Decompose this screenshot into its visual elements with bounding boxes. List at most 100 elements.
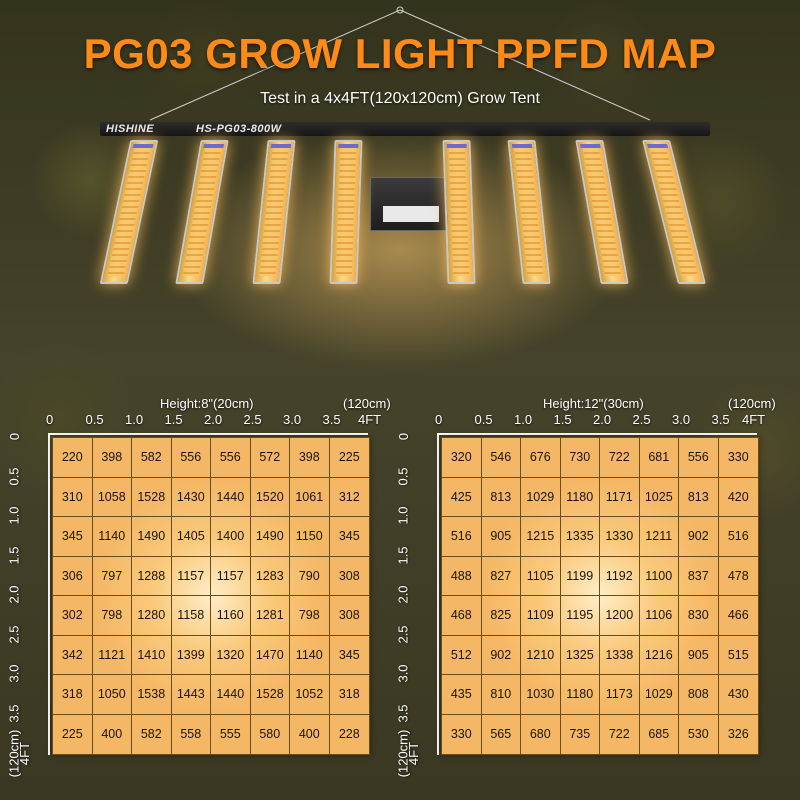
ppfd-cell: 435	[442, 675, 482, 715]
y-tick-label: 2.0	[6, 585, 22, 604]
x-tick-label: 0.5	[474, 412, 493, 427]
map-height-label: Height:12"(30cm)	[543, 396, 644, 411]
ppfd-cell: 1158	[171, 596, 211, 636]
ppfd-cell: 326	[727, 727, 749, 742]
ppfd-cell: 676	[521, 438, 561, 478]
ppfd-cell: 345	[329, 517, 369, 557]
map-height-label: Height:8"(20cm)	[160, 396, 254, 411]
ppfd-cell: 318	[329, 675, 369, 715]
ppfd-cell: 1335	[560, 517, 600, 557]
light-bar	[642, 140, 706, 284]
ppfd-cell: 302	[53, 596, 93, 636]
ppfd-cell: 830	[679, 596, 719, 636]
ppfd-cell: 320	[442, 438, 482, 478]
ppfd-cell: 345	[329, 636, 369, 675]
y-axis-ruler	[48, 433, 50, 755]
ppfd-cell: 1320	[211, 635, 251, 675]
light-bar	[575, 140, 629, 284]
x-tick-label: 0	[435, 412, 443, 427]
ppfd-cell: 488	[442, 556, 482, 596]
x-tick-label: 0.5	[85, 412, 104, 427]
ppfd-cell: 1440	[211, 675, 251, 715]
ppfd-cell: 1538	[132, 675, 172, 715]
x-tick-label: 1.5	[553, 412, 572, 427]
ppfd-cell: 1029	[521, 477, 561, 517]
ppfd-cell: 1140	[290, 635, 330, 675]
y-axis-cm-label: (120cm)	[6, 729, 22, 778]
y-tick-label: 3.0	[395, 664, 411, 683]
y-tick-label: 0	[7, 432, 23, 441]
ppfd-cell: 808	[679, 675, 719, 715]
ppfd-cell: 1528	[250, 675, 290, 715]
ppfd-cell: 1288	[132, 556, 172, 596]
ppfd-cell: 680	[521, 714, 561, 754]
x-tick-label: 1.0	[125, 412, 144, 427]
ppfd-cell: 1157	[211, 556, 251, 596]
x-tick-label: 3.0	[283, 412, 302, 427]
ppfd-cell: 330	[718, 438, 758, 478]
ppfd-cell: 681	[639, 438, 679, 478]
ppfd-cell: 516	[442, 517, 482, 557]
ppfd-cell: 1200	[600, 596, 640, 636]
y-tick-label: 1.0	[6, 506, 22, 525]
ppfd-cell: 1215	[521, 517, 561, 557]
ppfd-cell: 220	[53, 438, 93, 478]
ppfd-cell: 478	[718, 557, 758, 596]
ppfd-cell: 1052	[290, 675, 330, 715]
ppfd-cell: 530	[679, 714, 719, 754]
axis-cm-label: (120cm)	[343, 396, 391, 411]
ppfd-cell: 1061	[290, 477, 330, 517]
ppfd-cell: 312	[329, 478, 369, 517]
ppfd-cell: 308	[329, 557, 369, 596]
ppfd-cell: 225	[53, 714, 93, 754]
light-bar	[329, 140, 363, 284]
ppfd-cell: 1470	[250, 635, 290, 675]
ppfd-cell: 1281	[250, 596, 290, 636]
ppfd-cell: 825	[481, 596, 521, 636]
ppfd-cell: 225	[329, 438, 369, 478]
ppfd-cell: 1520	[250, 477, 290, 517]
ppfd-cell: 1195	[560, 596, 600, 636]
ppfd-cell: 580	[251, 714, 290, 754]
x-tick-label: 2.0	[204, 412, 223, 427]
ppfd-cell: 1050	[92, 675, 132, 715]
x-tick-label: 2.5	[243, 412, 262, 427]
x-axis-end-label: 4FT	[358, 412, 382, 427]
ppfd-cell: 1180	[560, 675, 600, 715]
ppfd-cell: 1150	[290, 517, 330, 557]
ppfd-cell: 798	[92, 596, 132, 636]
ppfd-cell: 228	[338, 727, 360, 742]
page-subtitle: Test in a 4x4FT(120x120cm) Grow Tent	[260, 90, 540, 107]
ppfd-cell: 1100	[639, 556, 679, 596]
ppfd-cell: 310	[53, 477, 93, 517]
ppfd-cell: 797	[92, 556, 132, 596]
x-tick-label: 3.5	[711, 412, 730, 427]
ppfd-cell: 1490	[132, 517, 172, 557]
ppfd-cell: 1410	[132, 635, 172, 675]
ppfd-cell: 735	[561, 714, 600, 754]
ppfd-cell: 1171	[600, 477, 640, 517]
ppfd-cell: 572	[250, 438, 290, 478]
y-tick-label: 0	[396, 432, 412, 441]
ppfd-cell: 902	[481, 635, 521, 675]
ppfd-cell: 798	[290, 596, 330, 636]
ppfd-cell: 398	[290, 438, 330, 478]
ppfd-cell: 1210	[521, 635, 561, 675]
ppfd-cell: 902	[679, 517, 719, 557]
ppfd-cell: 556	[211, 438, 251, 478]
ppfd-cell: 813	[481, 477, 521, 517]
x-tick-label: 2.5	[632, 412, 651, 427]
ppfd-cell: 546	[481, 438, 521, 478]
y-tick-label: 0.5	[395, 466, 411, 486]
ppfd-cell: 1109	[521, 596, 561, 636]
ppfd-cell: 1157	[171, 556, 211, 596]
ppfd-cell: 1106	[639, 596, 679, 636]
ppfd-cell: 1160	[211, 596, 251, 636]
hanging-cables	[149, 6, 651, 121]
ppfd-cell: 516	[718, 517, 758, 557]
x-tick-label: 2.0	[593, 412, 612, 427]
light-bar	[175, 140, 229, 284]
ppfd-cell: 468	[442, 596, 482, 636]
ppfd-cell: 1199	[560, 556, 600, 596]
ppfd-cell: 425	[442, 477, 482, 517]
